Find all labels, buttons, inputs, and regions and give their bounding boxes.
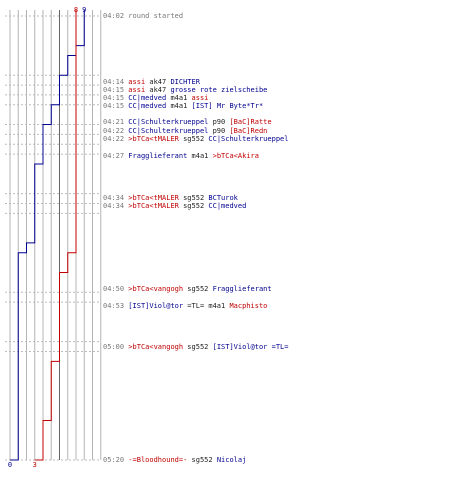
blue-team-alive-line [10,10,85,461]
event-time: 04:02 [103,12,125,20]
event-row: 04:27 Fragglieferant m4a1 >bTCa<Akira [103,151,259,161]
event-time: 04:22 [103,135,125,143]
event-time: 05:20 [103,456,125,464]
event-killer: assi [128,78,146,86]
event-row: 04:50 >bTCa<vangogh sg552 Fragglieferant [103,284,272,294]
event-killer: >bTCa<tMALER [128,135,179,143]
event-time: 05:00 [103,343,125,351]
event-killer: CC|Schulterkrueppel [128,118,209,126]
event-victim: [IST]Viol@tor =TL= [212,343,289,351]
red-start-count: 8 [74,6,78,14]
event-row: 04:14 assi ak47 DICHTER [103,77,200,87]
event-weapon: sg552 [187,456,217,464]
event-victim: [BaC]Redn [229,127,268,135]
event-victim: assi [191,94,209,102]
event-weapon: p90 [208,118,230,126]
event-time: 04:15 [103,94,125,102]
event-row: 05:00 >bTCa<vangogh sg552 [IST]Viol@tor … [103,342,288,352]
event-row: 04:21 CC|Schulterkrueppel p90 [BaC]Ratte [103,117,272,127]
event-victim: DICHTER [170,78,200,86]
event-victim: grosse rote zielscheibe [170,86,268,94]
event-weapon: sg552 [178,194,209,202]
event-time: 04:53 [103,302,125,310]
event-time: 04:14 [103,78,125,86]
event-time: 04:15 [103,86,125,94]
event-time: 04:22 [103,127,125,135]
event-weapon: sg552 [178,202,209,210]
event-victim: CC|Schulterkrueppel [208,135,289,143]
event-killer: assi [128,86,146,94]
event-row: 04:22 >bTCa<tMALER sg552 CC|Schulterkrue… [103,134,288,144]
event-weapon: sg552 [178,135,209,143]
event-time: 04:15 [103,102,125,110]
event-row: 04:53 [IST]Viol@tor =TL= m4a1 Macphisto [103,301,267,311]
event-time: 04:27 [103,152,125,160]
event-killer: Fragglieferant [128,152,188,160]
event-victim: Nicolaj [216,456,247,464]
event-killer: CC|Schulterkrueppel [128,127,209,135]
event-row: 04:22 CC|Schulterkrueppel p90 [BaC]Redn [103,126,267,136]
event-row: 04:34 >bTCa<tMALER sg552 CC|medved [103,201,246,211]
event-killer: CC|medved [128,94,167,102]
event-time: 04:34 [103,194,125,202]
event-row: 04:15 CC|medved m4a1 [IST] Mr Byte*Tr* [103,101,263,111]
event-killer: [IST]Viol@tor [128,302,184,310]
event-victim: BCTurok [208,194,238,202]
event-victim: [IST] Mr Byte*Tr* [191,102,264,110]
red-end-count: 3 [33,461,37,469]
event-killer: >bTCa<tMALER [128,202,179,210]
event-time: 04:34 [103,202,125,210]
red-team-alive-line [34,10,77,461]
event-row: 04:34 >bTCa<tMALER sg552 BCTurok [103,193,238,203]
event-weapon: ak47 [145,78,171,86]
event-row: 04:15 assi ak47 grosse rote zielscheibe [103,85,267,95]
event-killer: -=Bloodhound=- [128,456,188,464]
event-victim: Fragglieferant [212,285,272,293]
event-killer: >bTCa<vangogh [128,343,184,351]
event-weapon: m4a1 [166,94,192,102]
event-victim: CC|medved [208,202,247,210]
event-weapon: m4a1 [187,152,213,160]
event-killer: >bTCa<tMALER [128,194,179,202]
event-time: 04:21 [103,118,125,126]
event-killer: >bTCa<vangogh [128,285,184,293]
blue-start-count: 9 [82,6,86,14]
event-message: round started [128,12,184,20]
event-weapon: m4a1 [166,102,192,110]
event-row: 05:20 -=Bloodhound=- sg552 Nicolaj [103,455,246,465]
event-weapon: =TL= m4a1 [183,302,230,310]
event-weapon: sg552 [183,343,213,351]
event-victim: >bTCa<Akira [212,152,259,160]
event-victim: [BaC]Ratte [229,118,272,126]
event-weapon: p90 [208,127,230,135]
event-victim: Macphisto [229,302,268,310]
event-row: 04:15 CC|medved m4a1 assi [103,93,208,103]
event-time: 04:50 [103,285,125,293]
event-weapon: sg552 [183,285,213,293]
event-row: 04:02 round started [103,11,183,21]
event-weapon: ak47 [145,86,171,94]
blue-end-count: 0 [8,461,12,469]
event-killer: CC|medved [128,102,167,110]
